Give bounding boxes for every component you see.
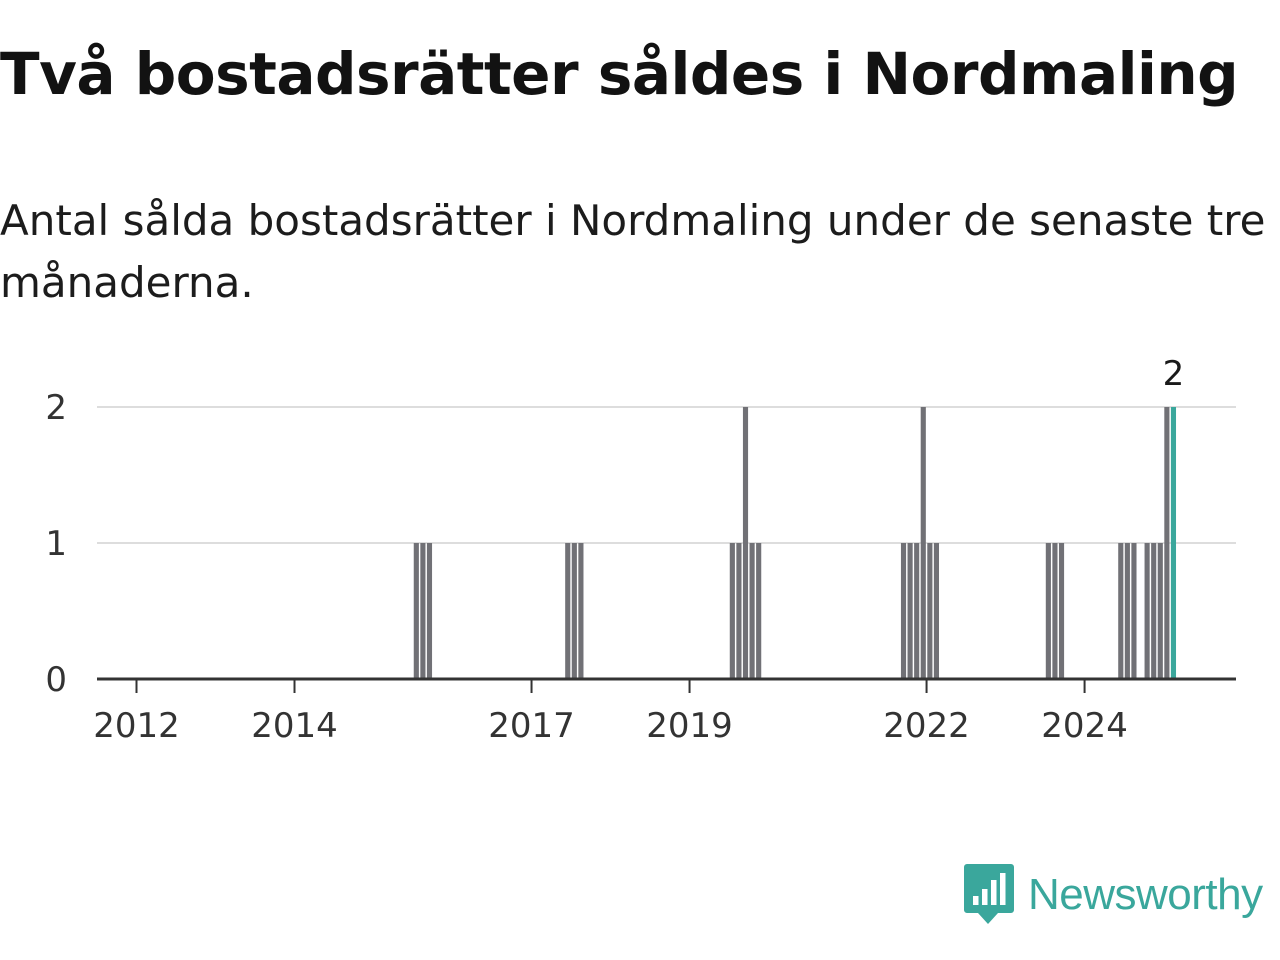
bar bbox=[736, 543, 742, 679]
bar bbox=[920, 407, 926, 679]
bar bbox=[413, 543, 419, 679]
bar bbox=[749, 543, 755, 679]
bar bbox=[1045, 543, 1051, 679]
bar bbox=[756, 543, 762, 679]
highlight-bar bbox=[1170, 407, 1177, 679]
x-tick-label: 2017 bbox=[488, 706, 575, 746]
brand-logo: Newsworthy bbox=[964, 862, 1263, 928]
y-tick-label: 0 bbox=[45, 660, 67, 700]
x-tick-label: 2022 bbox=[883, 706, 970, 746]
x-tick-label: 2014 bbox=[251, 706, 338, 746]
bar bbox=[927, 543, 933, 679]
bar bbox=[1144, 543, 1150, 679]
bar bbox=[907, 543, 913, 679]
bar-chart: 0 1 2 2 2012 2014 2017 2019 2022 2024 bbox=[45, 354, 1236, 746]
bar bbox=[1124, 543, 1130, 679]
bars bbox=[413, 407, 1177, 679]
bar bbox=[1058, 543, 1065, 679]
chart-title: Två bostadsrätter såldes i Nordmaling bbox=[0, 40, 1239, 108]
bar bbox=[914, 543, 920, 679]
bar bbox=[1052, 543, 1058, 679]
chart-subtitle: Antal sålda bostadsrätter i Nordmaling u… bbox=[0, 196, 1266, 307]
x-tick-label: 2019 bbox=[646, 706, 733, 746]
brand-name: Newsworthy bbox=[1028, 870, 1263, 919]
bar bbox=[1164, 407, 1170, 679]
bar bbox=[1131, 543, 1137, 679]
bar bbox=[729, 543, 735, 679]
bar bbox=[1118, 543, 1124, 679]
newsworthy-logo-icon bbox=[964, 864, 1014, 924]
bar bbox=[900, 543, 907, 679]
axes bbox=[97, 677, 1236, 693]
x-tick-label: 2012 bbox=[93, 706, 180, 746]
y-tick-label: 1 bbox=[45, 524, 67, 564]
gridlines bbox=[97, 406, 1236, 544]
bar bbox=[578, 543, 584, 679]
labels: 0 1 2 2 2012 2014 2017 2019 2022 2024 bbox=[45, 354, 1184, 746]
bar-data-label: 2 bbox=[1163, 354, 1185, 394]
y-tick-label: 2 bbox=[45, 388, 67, 428]
bar bbox=[1151, 543, 1157, 679]
bar bbox=[1157, 543, 1163, 679]
bar bbox=[426, 543, 433, 679]
bar bbox=[933, 543, 940, 679]
bar bbox=[565, 543, 571, 679]
bar bbox=[420, 543, 426, 679]
bar bbox=[742, 407, 749, 679]
bar bbox=[571, 543, 577, 679]
x-tick-label: 2024 bbox=[1041, 706, 1128, 746]
